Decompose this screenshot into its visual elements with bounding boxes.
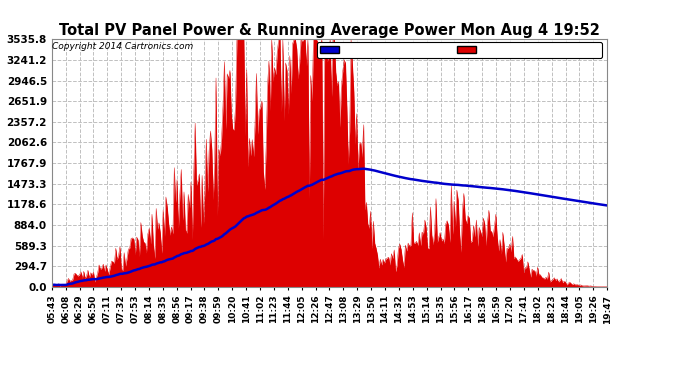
Title: Total PV Panel Power & Running Average Power Mon Aug 4 19:52: Total PV Panel Power & Running Average P… bbox=[59, 23, 600, 38]
Text: Copyright 2014 Cartronics.com: Copyright 2014 Cartronics.com bbox=[52, 42, 194, 51]
Legend: Average  (DC Watts), PV Panels  (DC Watts): Average (DC Watts), PV Panels (DC Watts) bbox=[317, 42, 602, 58]
